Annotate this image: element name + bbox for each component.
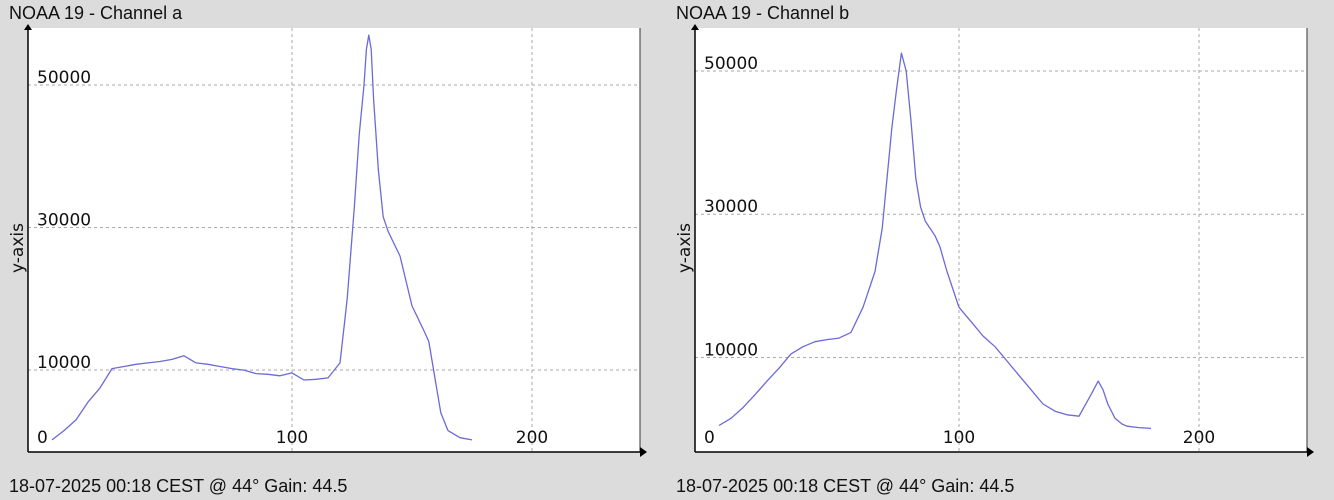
x-tick-label: 200 — [1183, 428, 1215, 448]
x-tick-label: 0 — [704, 428, 715, 448]
y-tick-label: 50000 — [704, 54, 758, 74]
plot-background — [695, 28, 1307, 452]
plot-area: 0 100 200 10000 30000 50000 — [24, 24, 647, 457]
series-line — [51, 34, 473, 441]
chart-footer: 18-07-2025 00:18 CEST @ 44° Gain: 44.5 — [9, 476, 348, 496]
x-axis-arrow-icon — [1307, 447, 1314, 457]
y-axis-label: y-axis — [8, 223, 28, 273]
y-tick-label: 10000 — [37, 353, 91, 373]
y-tick-label: 10000 — [704, 340, 758, 360]
chart-title: NOAA 19 - Channel b — [676, 3, 850, 23]
series-line — [718, 52, 1152, 430]
plot-area: 0 100 200 10000 30000 50000 — [691, 24, 1314, 457]
y-tick-label: 30000 — [704, 197, 758, 217]
y-axis-label: y-axis — [675, 223, 695, 273]
x-tick-label: 200 — [516, 428, 548, 448]
chart-panel-channel-b: NOAA 19 - Channel b 0 100 200 10000 30000 500… — [667, 0, 1334, 500]
y-axis-arrow-icon — [691, 24, 699, 30]
x-tick-label: 100 — [276, 428, 308, 448]
x-tick-label: 100 — [943, 428, 975, 448]
plot-background — [28, 28, 640, 452]
y-axis-arrow-icon — [24, 24, 32, 30]
chart-footer: 18-07-2025 00:18 CEST @ 44° Gain: 44.5 — [676, 476, 1015, 496]
y-tick-label: 30000 — [37, 211, 91, 231]
chart-panel-channel-a: NOAA 19 - Channel a 0 100 200 10000 30000 500… — [8, 3, 647, 496]
x-tick-label: 0 — [37, 428, 48, 448]
chart-title: NOAA 19 - Channel a — [9, 3, 183, 23]
x-axis-arrow-icon — [640, 447, 647, 457]
y-tick-label: 50000 — [37, 68, 91, 88]
